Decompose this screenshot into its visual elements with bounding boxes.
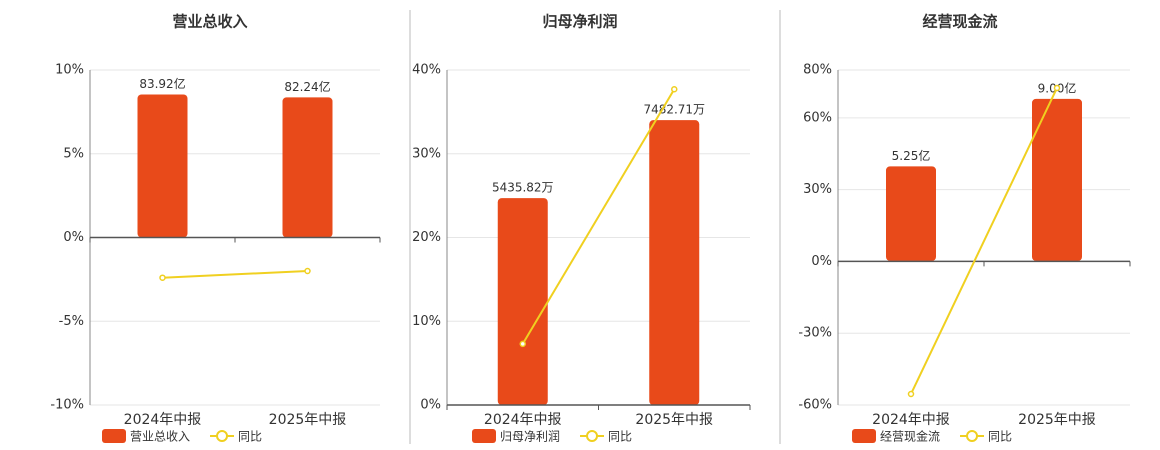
x-tick-label: 2024年中报 — [872, 412, 950, 428]
y-tick-label: 60% — [803, 110, 832, 125]
legend-label: 同比 — [988, 430, 1012, 444]
line-point — [671, 86, 678, 93]
chart-title: 归母净利润 — [542, 13, 617, 31]
legend-label: 同比 — [608, 430, 632, 444]
bar — [649, 120, 700, 405]
bar — [886, 166, 936, 261]
line — [910, 87, 1058, 395]
line-point — [1053, 84, 1061, 92]
legend-label: 营业总收入 — [130, 430, 190, 444]
line — [521, 88, 676, 345]
y-tick-label: 5% — [63, 146, 84, 161]
x-tick-label: 2025年中报 — [269, 412, 347, 428]
bar — [137, 94, 188, 238]
x-tick-label: 2025年中报 — [1018, 412, 1096, 428]
y-tick-label: -60% — [798, 398, 832, 413]
y-tick-label: 0% — [420, 398, 441, 413]
data-label: 82.24亿 — [284, 79, 330, 94]
line-point — [907, 390, 915, 398]
line-point — [519, 340, 526, 348]
y-tick-label: 30% — [412, 146, 441, 161]
legend-label: 经营现金流 — [880, 429, 940, 444]
chart-title: 营业总收入 — [172, 13, 247, 31]
line-point — [159, 274, 166, 281]
y-tick-label: 10% — [55, 63, 84, 78]
bar — [497, 198, 548, 405]
bar — [282, 97, 333, 238]
legend-swatch — [852, 429, 876, 443]
y-tick-label: 40% — [412, 63, 441, 78]
y-tick-label: -5% — [59, 314, 84, 329]
y-tick-label: 30% — [803, 182, 832, 197]
legend-marker — [586, 430, 599, 442]
data-label: 5435.82万 — [492, 181, 554, 195]
y-tick-label: 80% — [803, 63, 832, 78]
legend-swatch — [102, 429, 126, 443]
legend-label: 归母净利润 — [500, 430, 560, 444]
y-tick-label: -30% — [798, 326, 832, 341]
line — [162, 270, 308, 279]
line-point — [304, 267, 311, 275]
legend-label: 同比 — [238, 430, 262, 444]
y-tick-label: 20% — [412, 230, 441, 245]
bar — [1032, 98, 1082, 261]
y-tick-label: 10% — [412, 314, 441, 329]
y-tick-label: -10% — [50, 398, 84, 413]
legend-marker — [966, 430, 979, 442]
data-label: 7482.71万 — [643, 103, 705, 117]
x-tick-label: 2024年中报 — [484, 412, 562, 428]
data-label: 83.92亿 — [139, 76, 185, 91]
x-tick-label: 2025年中报 — [635, 412, 713, 428]
data-label: 5.25亿 — [892, 148, 931, 163]
y-tick-label: 0% — [63, 230, 84, 245]
x-tick-label: 2024年中报 — [124, 412, 202, 428]
chart-title: 经营现金流 — [922, 13, 997, 31]
legend-swatch — [472, 429, 496, 443]
legend-marker — [216, 430, 229, 442]
y-tick-label: 0% — [811, 254, 832, 269]
